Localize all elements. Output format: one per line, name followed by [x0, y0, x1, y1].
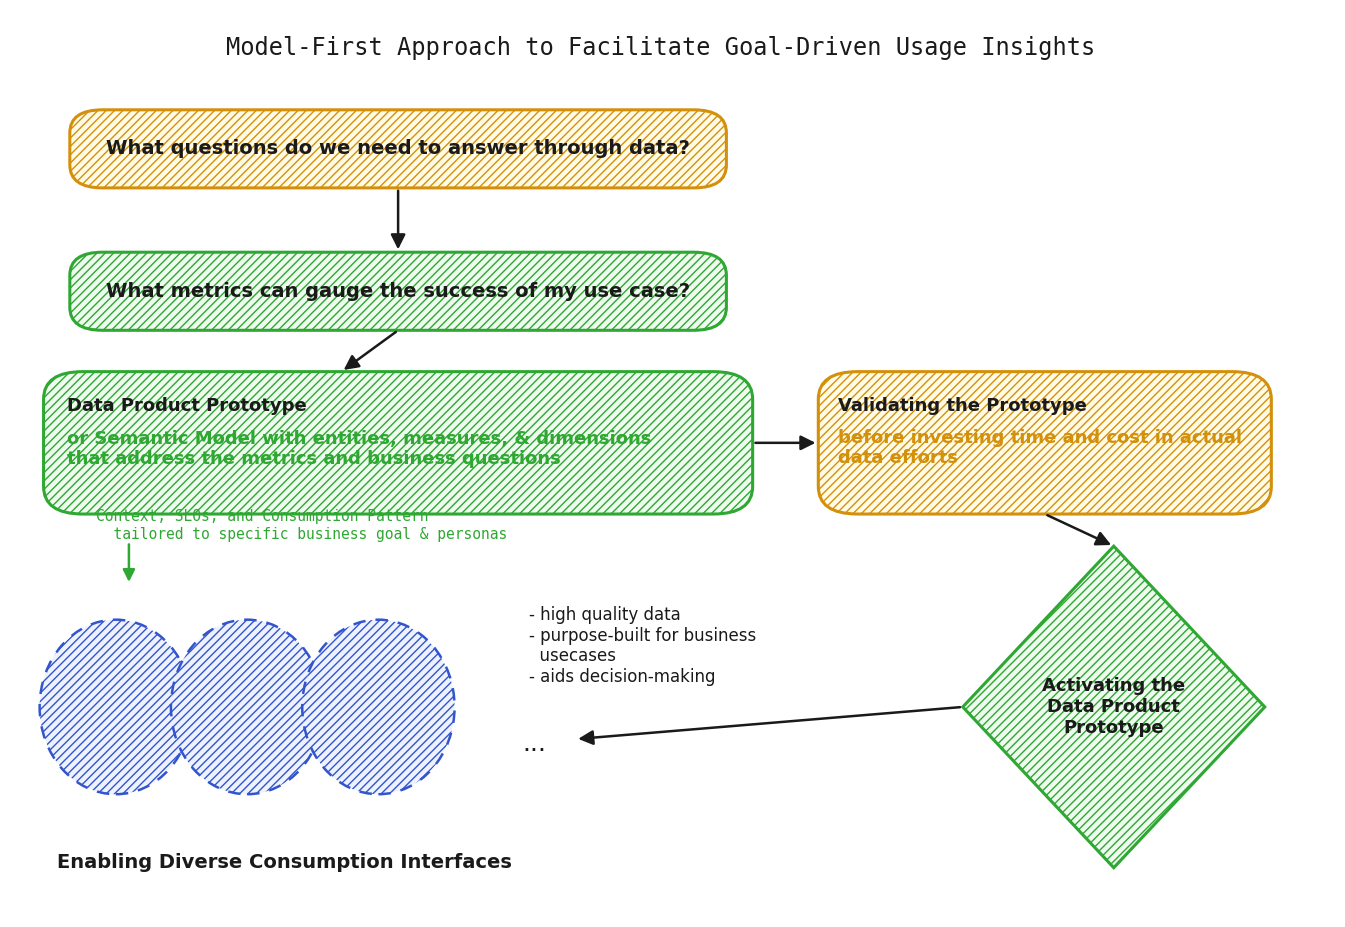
Text: Enabling Diverse Consumption Interfaces: Enabling Diverse Consumption Interfaces — [56, 854, 511, 872]
Text: Context, SLOs, and Consumption Pattern
  tailored to specific business goal & pe: Context, SLOs, and Consumption Pattern t… — [95, 509, 507, 541]
Text: before investing time and cost in actual
data efforts: before investing time and cost in actual… — [838, 428, 1241, 467]
Text: Model-First Approach to Facilitate Goal-Driven Usage Insights: Model-First Approach to Facilitate Goal-… — [226, 36, 1095, 60]
Ellipse shape — [303, 619, 455, 794]
Text: Data Product Prototype: Data Product Prototype — [67, 398, 307, 415]
Ellipse shape — [39, 619, 192, 794]
Text: or Semantic Model with entities, measures, & dimensions
that address the metrics: or Semantic Model with entities, measure… — [67, 429, 651, 468]
Text: What metrics can gauge the success of my use case?: What metrics can gauge the success of my… — [106, 282, 690, 300]
FancyBboxPatch shape — [70, 109, 726, 188]
Text: - high quality data
- purpose-built for business
  usecases
- aids decision-maki: - high quality data - purpose-built for … — [530, 606, 757, 686]
Text: What questions do we need to answer through data?: What questions do we need to answer thro… — [106, 139, 690, 159]
Polygon shape — [963, 546, 1264, 868]
Text: ...: ... — [523, 731, 547, 756]
Text: Activating the
Data Product
Prototype: Activating the Data Product Prototype — [1042, 677, 1185, 737]
FancyBboxPatch shape — [70, 252, 726, 330]
FancyBboxPatch shape — [818, 372, 1271, 514]
Ellipse shape — [171, 619, 323, 794]
FancyBboxPatch shape — [43, 372, 753, 514]
Text: Validating the Prototype: Validating the Prototype — [838, 398, 1087, 415]
